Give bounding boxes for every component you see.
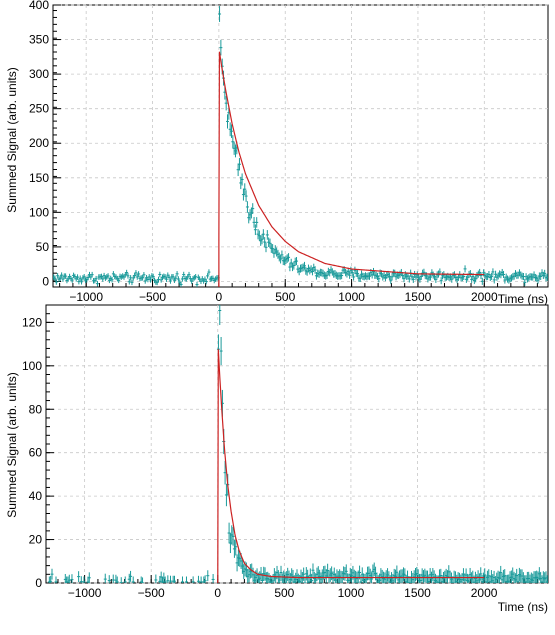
x-tick-label: −1000	[68, 586, 102, 600]
chart-panel-1: −1000 −500 0 500 1000 1500 2000 0 50 100 150 200 250…	[5, 0, 549, 306]
y-axis-label: Summed Signal (arb. units)	[5, 67, 19, 212]
y-tick-label: 50	[36, 240, 50, 254]
y-tick-label: 250	[29, 102, 49, 116]
y-tick-label: 200	[29, 136, 49, 150]
fit-curve	[218, 51, 485, 287]
plot-frame	[52, 4, 549, 288]
y-tick-label: 350	[29, 33, 49, 47]
chart-panel-2: −1000 −500 0 500 1000 1500 2000 0 20 40 60 80 100 120…	[5, 304, 549, 614]
x-tick-label: 1000	[338, 586, 365, 600]
x-tick-label: 1500	[404, 586, 431, 600]
x-tick-label: −500	[139, 290, 166, 304]
y-tick-label: 0	[42, 274, 49, 288]
y-tick-label: 40	[29, 489, 43, 503]
x-tick-label: 2000	[471, 586, 498, 600]
x-axis-label: Time (ns)	[498, 292, 548, 306]
y-tick-label: 100	[22, 359, 42, 373]
x-tick-label: 1500	[405, 290, 432, 304]
y-tick-label: 300	[29, 67, 49, 81]
x-axis-label: Time (ns)	[498, 600, 548, 614]
y-tick-label: 400	[29, 0, 49, 12]
y-tick-label: 120	[22, 315, 42, 329]
y-tick-label: 20	[29, 533, 43, 547]
x-tick-label: 0	[214, 586, 221, 600]
x-tick-label: 0	[216, 290, 223, 304]
y-tick-label: 100	[29, 205, 49, 219]
y-axis-label: Summed Signal (arb. units)	[5, 372, 19, 517]
y-tick-label: 0	[35, 576, 42, 590]
y-tick-label: 80	[29, 402, 43, 416]
x-tick-label: 1000	[338, 290, 365, 304]
data-layer	[53, 6, 548, 287]
x-tick-label: 500	[274, 586, 294, 600]
x-tick-label: −500	[138, 586, 165, 600]
x-tick-label: 500	[275, 290, 295, 304]
y-tick-label: 150	[29, 171, 49, 185]
fit-curve	[217, 349, 485, 583]
x-tick-label: 2000	[471, 290, 498, 304]
y-tick-label: 60	[29, 446, 43, 460]
plot-frame	[45, 304, 549, 584]
data-layer	[47, 305, 548, 583]
x-tick-label: −1000	[69, 290, 103, 304]
